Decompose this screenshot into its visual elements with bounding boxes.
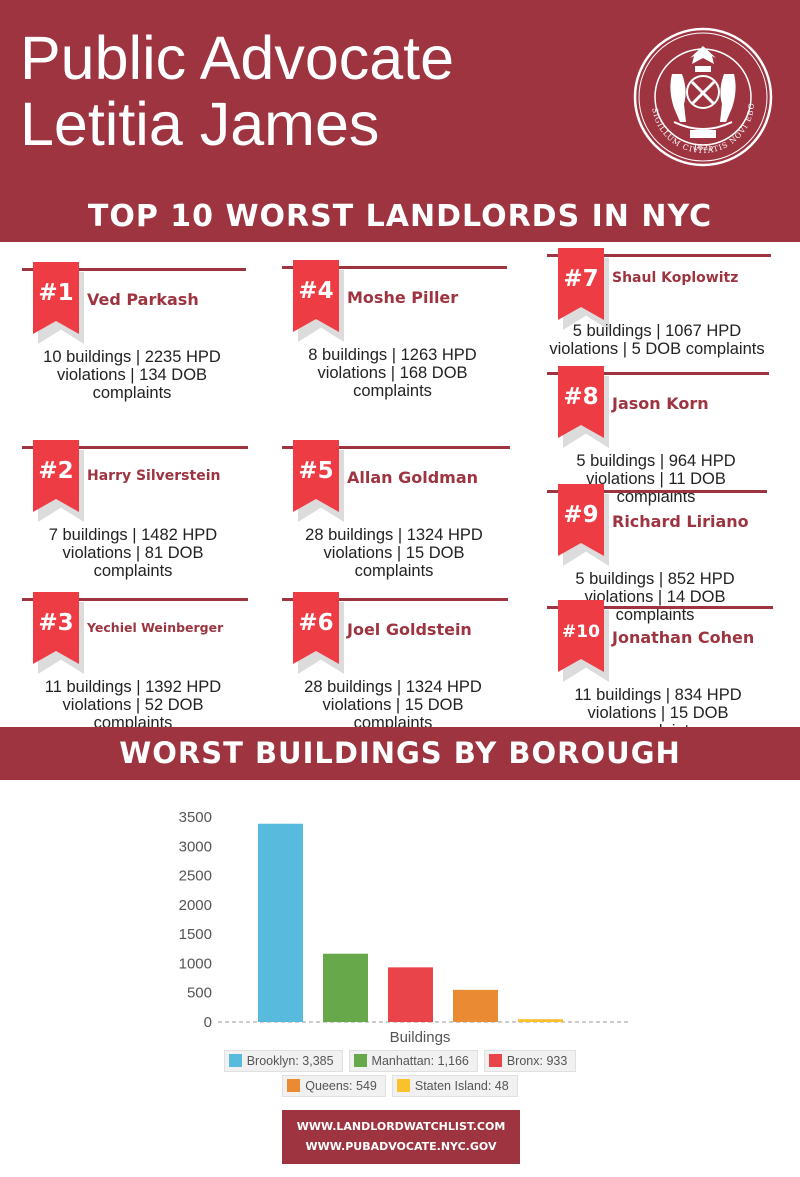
legend-item[interactable]: Staten Island: 48: [391, 1075, 518, 1097]
rank-number: #1: [38, 280, 74, 306]
card-divider: [22, 268, 246, 271]
landlord-card: #2 Harry Silverstein 7 buildings | 1482 HP…: [22, 440, 248, 586]
rank-number: #5: [298, 458, 334, 484]
landlord-name: Jonathan Cohen: [612, 628, 755, 647]
landlord-stats: 11 buildings | 1392 HPD violations | 52 …: [44, 678, 222, 732]
landlord-stats: 7 buildings | 1482 HPD violations | 81 D…: [48, 526, 218, 580]
card-divider: [22, 598, 248, 601]
card-divider: [547, 372, 769, 375]
landlord-stats: 5 buildings | 852 HPD violations | 14 DO…: [575, 570, 735, 624]
y-tick-label: 2500: [179, 868, 212, 885]
landlord-stats: 8 buildings | 1263 HPD violations | 168 …: [308, 346, 477, 400]
legend-swatch: [228, 1054, 242, 1067]
rank-number: #6: [298, 610, 334, 636]
x-axis-label: Buildings: [390, 1029, 451, 1046]
landlord-stats: 5 buildings | 1067 HPD violations | 5 DO…: [549, 322, 765, 358]
landlord-card: #4 Moshe Piller 8 buildings | 1263 HPD vio…: [282, 260, 507, 406]
legend-label: Staten Island: 48: [414, 1079, 509, 1093]
landlord-card: #1 Ved Parkash 10 buildings | 2235 HPD vio…: [22, 262, 246, 408]
card-divider: [547, 606, 773, 609]
landlord-name: Yechiel Weinberger: [87, 620, 224, 635]
landlord-name: Jason Korn: [612, 394, 709, 413]
card-divider: [22, 446, 248, 449]
header-banner: Public Advocate Letitia James 1625 SIGIL…: [0, 0, 800, 242]
rank-number: #10: [562, 622, 600, 642]
y-tick-label: 2000: [179, 897, 212, 914]
legend-item[interactable]: Bronx: 933: [483, 1050, 577, 1072]
y-tick-label: 3500: [179, 809, 212, 826]
footer-link-landlordwatchlist[interactable]: WWW.LANDLORDWATCHLIST.COM: [296, 1120, 506, 1133]
legend-item[interactable]: Brooklyn: 3,385: [223, 1050, 343, 1072]
rank-number: #4: [298, 278, 334, 304]
landlord-card: #9 Richard Liriano 5 buildings | 852 HPD v…: [547, 484, 767, 630]
legend-row-1: Brooklyn: 3,385 Manhattan: 1,166 Bronx: 93…: [0, 1050, 800, 1072]
card-divider: [547, 254, 771, 257]
section-title-boroughs: WORST BUILDINGS BY BOROUGH: [119, 736, 681, 770]
y-tick-label: 500: [187, 985, 212, 1002]
legend-swatch: [488, 1054, 502, 1067]
landlord-name: Harry Silverstein: [87, 468, 221, 484]
rank-number: #9: [563, 502, 599, 528]
landlord-name: Richard Liriano: [612, 512, 749, 531]
landlord-card: #8 Jason Korn 5 buildings | 964 HPD violat…: [547, 366, 769, 512]
legend-row-2: Queens: 549 Staten Island: 48: [0, 1075, 800, 1097]
landlord-name: Ved Parkash: [87, 290, 199, 309]
legend-label: Bronx: 933: [506, 1054, 568, 1068]
card-divider: [282, 598, 508, 601]
card-divider: [547, 490, 767, 493]
seal-year: 1625: [693, 143, 713, 152]
landlord-card: #10 Jonathan Cohen 11 buildings | 834 HPD …: [547, 600, 773, 746]
landlord-card: #3 Yechiel Weinberger 11 buildings | 1392 …: [22, 592, 248, 738]
nyc-seal-logo: 1625 SIGILLUM CIVITATIS NOVI EBORACI: [632, 22, 773, 167]
footer-link-pubadvocate[interactable]: WWW.PUBADVOCATE.NYC.GOV: [305, 1140, 497, 1153]
legend-swatch: [396, 1079, 410, 1092]
landlord-stats: 28 buildings | 1324 HPD violations | 15 …: [305, 526, 483, 580]
section-title-top-landlords: TOP 10 WORST LANDLORDS IN NYC: [87, 199, 713, 234]
landlord-name: Shaul Koplowitz: [612, 270, 739, 286]
rank-number: #8: [563, 384, 599, 410]
landlord-name: Allan Goldman: [347, 468, 479, 487]
bar-brooklyn: [258, 823, 303, 1022]
landlord-name: Moshe Piller: [347, 288, 459, 307]
chart-svg: 0 500 1000 1500 2000 2500 3000 3500 Buildings: [179, 809, 628, 1046]
landlord-card: #5 Allan Goldman 28 buildings | 1324 HPD v…: [282, 440, 510, 586]
landlord-card: #7 Shaul Koplowitz 5 buildings | 1067 HPD …: [547, 248, 771, 394]
card-divider: [282, 446, 510, 449]
y-tick-label: 0: [204, 1014, 212, 1031]
legend-swatch: [353, 1054, 367, 1067]
landlord-stats: 5 buildings | 964 HPD violations | 11 DO…: [576, 452, 736, 506]
title-line-1: Public Advocate: [20, 24, 455, 92]
footer-links-box: WWW.LANDLORDWATCHLIST.COM WWW.PUBADVOCAT…: [282, 1110, 520, 1164]
bar-bronx: [388, 967, 433, 1022]
rank-number: #7: [563, 266, 599, 292]
section-banner-boroughs: WORST BUILDINGS BY BOROUGH: [0, 727, 800, 780]
landlord-list: #1 Ved Parkash 10 buildings | 2235 HPD vio…: [0, 242, 800, 740]
legend-item[interactable]: Queens: 549: [282, 1075, 386, 1097]
card-divider: [282, 266, 507, 269]
rank-number: #2: [38, 458, 74, 484]
y-tick-label: 3000: [179, 838, 212, 855]
landlord-card: #6 Joel Goldstein 28 buildings | 1324 HPD …: [282, 592, 508, 738]
landlord-name: Joel Goldstein: [347, 620, 472, 639]
y-tick-label: 1000: [179, 955, 212, 972]
legend-label: Brooklyn: 3,385: [246, 1054, 334, 1068]
legend-item[interactable]: Manhattan: 1,166: [348, 1050, 478, 1072]
legend-label: Manhattan: 1,166: [371, 1054, 469, 1068]
bar-queens: [453, 989, 498, 1022]
landlord-stats: 10 buildings | 2235 HPD violations | 134…: [43, 348, 221, 402]
legend-label: Queens: 549: [305, 1079, 377, 1093]
rank-number: #3: [38, 610, 74, 636]
landlord-stats: 28 buildings | 1324 HPD violations | 15 …: [304, 678, 482, 732]
bar-manhattan: [323, 953, 368, 1022]
title-line-2: Letitia James: [20, 90, 380, 158]
bar-staten-island: [518, 1019, 563, 1022]
borough-bar-chart: 0 500 1000 1500 2000 2500 3000 3500 Buildings: [160, 800, 640, 1100]
y-tick-label: 1500: [179, 926, 212, 943]
legend-swatch: [287, 1079, 301, 1092]
